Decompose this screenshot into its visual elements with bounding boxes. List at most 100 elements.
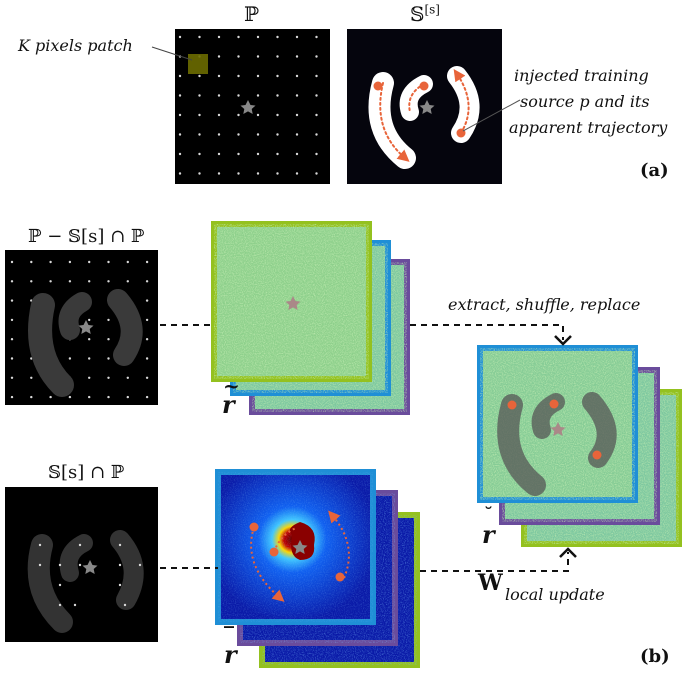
pixel-dot bbox=[10, 338, 14, 341]
pixel-dot bbox=[49, 280, 52, 283]
source-point bbox=[335, 572, 345, 582]
pixel-dot bbox=[178, 133, 182, 136]
pixel-dot bbox=[315, 55, 318, 58]
pixel-dot bbox=[315, 172, 318, 175]
pixel-dot bbox=[217, 74, 221, 78]
star-marker bbox=[240, 100, 256, 114]
pixel-dot bbox=[58, 583, 62, 587]
pixel-dot bbox=[295, 113, 299, 117]
pixel-dot bbox=[107, 318, 110, 322]
pixel-dot bbox=[295, 152, 299, 156]
panel-b-label: (b) bbox=[640, 646, 670, 667]
pixel-dot bbox=[88, 338, 91, 341]
pixel-dot bbox=[295, 74, 299, 78]
source-point bbox=[592, 450, 602, 460]
pixel-dot bbox=[145, 260, 149, 264]
pixel-grid-dots bbox=[178, 35, 318, 175]
pixel-dot bbox=[126, 376, 129, 379]
pixel-dot bbox=[10, 260, 14, 264]
pixel-dot bbox=[145, 280, 149, 283]
pixel-dot bbox=[126, 395, 129, 399]
pixel-dot bbox=[49, 395, 52, 399]
pixel-dot bbox=[276, 113, 279, 117]
star-marker bbox=[419, 100, 435, 114]
pixel-dot bbox=[237, 133, 240, 136]
pixel-dot bbox=[217, 113, 221, 117]
pixel-dot bbox=[276, 55, 279, 58]
pixel-dot bbox=[107, 338, 110, 341]
shuffled-stack-symbol: ˘ r bbox=[482, 504, 495, 549]
pixel-dot bbox=[107, 357, 110, 360]
pixel-dot bbox=[145, 338, 149, 341]
source-map-title-superscript: [s] bbox=[424, 2, 440, 17]
source-point bbox=[373, 81, 383, 91]
pixel-dot bbox=[107, 280, 110, 283]
pixel-dot bbox=[198, 35, 201, 39]
star-marker bbox=[82, 560, 98, 574]
connectors bbox=[160, 324, 569, 572]
residual-stack-symbol: ~ r bbox=[222, 374, 240, 419]
pixel-dot bbox=[88, 395, 91, 399]
pixel-dot bbox=[88, 280, 91, 283]
pixel-dot bbox=[68, 395, 72, 399]
pixel-dot bbox=[256, 152, 260, 156]
pixel-dot bbox=[107, 260, 110, 264]
pixel-dot bbox=[198, 94, 201, 97]
pixel-dot bbox=[49, 260, 52, 264]
panel-a-label: (a) bbox=[640, 160, 669, 181]
pixel-dot bbox=[315, 35, 318, 39]
pixel-dot bbox=[256, 172, 260, 175]
pixel-dot bbox=[217, 133, 221, 136]
star-marker bbox=[78, 320, 94, 334]
pixel-dot bbox=[198, 152, 201, 156]
residual-stack bbox=[211, 221, 410, 415]
pixel-dot bbox=[118, 563, 122, 567]
pixel-dot bbox=[58, 603, 62, 607]
pixel-dot bbox=[315, 74, 318, 78]
pixel-dot bbox=[237, 94, 240, 97]
star-marker bbox=[550, 422, 566, 436]
pixel-dot bbox=[315, 94, 318, 97]
pixel-dot bbox=[237, 74, 240, 78]
pixel-dot bbox=[145, 376, 149, 379]
pixel-dot bbox=[217, 35, 221, 39]
pixel-dot bbox=[118, 583, 122, 587]
source-map-title-symbol: 𝕊 bbox=[410, 2, 425, 26]
source-point bbox=[269, 547, 279, 557]
residual-stack-symbol-text: r bbox=[222, 390, 235, 419]
pixel-dot bbox=[178, 35, 182, 39]
pixel-dot bbox=[237, 55, 240, 58]
pixel-dot bbox=[276, 74, 279, 78]
pixel-dot bbox=[68, 260, 72, 264]
pixel-dot bbox=[295, 172, 299, 175]
k-pixels-patch bbox=[188, 54, 208, 74]
pixel-dot bbox=[68, 357, 72, 360]
pixel-dot bbox=[10, 395, 14, 399]
down-chevron-icon bbox=[554, 335, 572, 346]
pixel-dot bbox=[256, 35, 260, 39]
pixel-dot bbox=[145, 299, 149, 302]
pixel-dot bbox=[295, 133, 299, 136]
pixel-dot bbox=[10, 318, 14, 322]
pixel-dot bbox=[276, 172, 279, 175]
source-pointer-line bbox=[462, 99, 521, 132]
pixel-dot bbox=[10, 357, 14, 360]
pixel-dot bbox=[217, 55, 221, 58]
pixel-dot bbox=[178, 152, 182, 156]
pixel-dot bbox=[217, 172, 221, 175]
pixel-dot bbox=[107, 395, 110, 399]
shuffled-stack-symbol-text: r bbox=[482, 520, 495, 549]
shuffled-stack bbox=[477, 345, 682, 547]
source-annotation-line-2: source p and its bbox=[520, 92, 650, 111]
pixel-dot bbox=[145, 357, 149, 360]
pixel-dot bbox=[30, 376, 33, 379]
pixel-dot bbox=[198, 172, 201, 175]
intersection-dots bbox=[38, 543, 142, 607]
pixel-dot bbox=[138, 563, 142, 567]
pixel-dot bbox=[30, 260, 33, 264]
pixel-dot bbox=[38, 563, 42, 567]
pixel-dot bbox=[256, 94, 260, 97]
pixel-dot bbox=[68, 280, 72, 283]
intersection-title: 𝕊[s] ∩ ℙ bbox=[48, 462, 125, 483]
